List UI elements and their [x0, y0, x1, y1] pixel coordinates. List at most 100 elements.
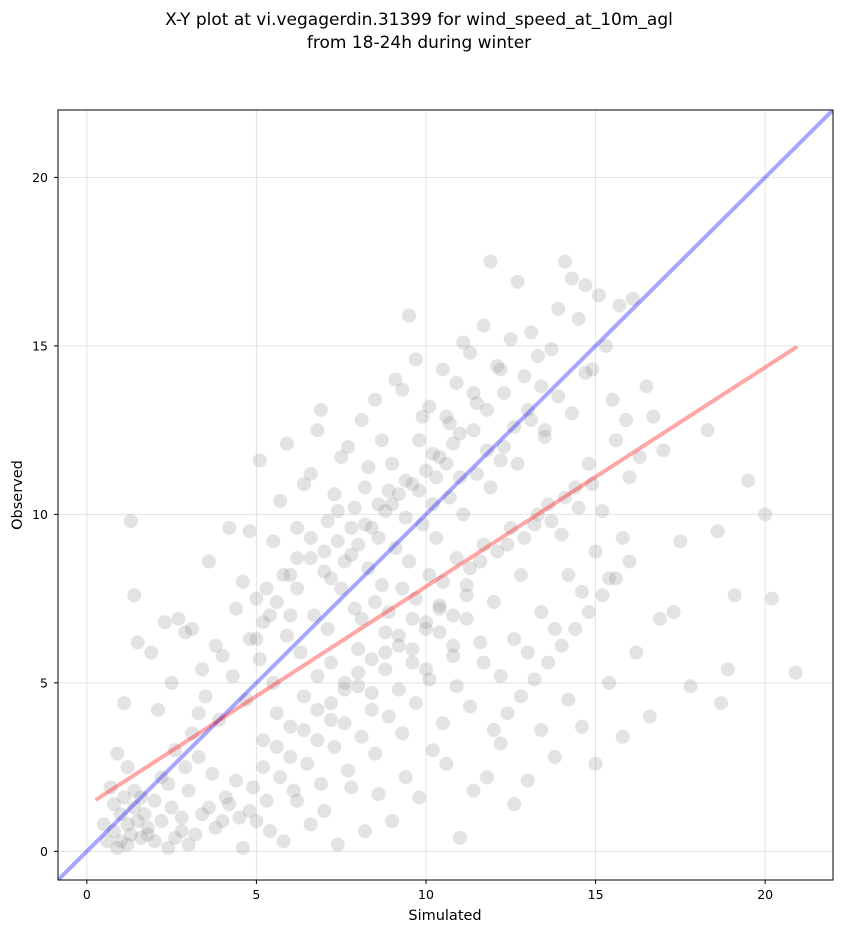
data-point [120, 837, 135, 852]
data-point [168, 830, 183, 845]
data-point [212, 712, 227, 727]
x-tick-label: 5 [252, 887, 260, 902]
data-point [402, 554, 417, 569]
data-point [296, 477, 311, 492]
data-point [303, 817, 318, 832]
data-point [310, 733, 325, 748]
data-point [113, 834, 128, 849]
data-point [222, 520, 237, 535]
data-point [480, 402, 495, 417]
data-point [161, 776, 176, 791]
data-point [303, 530, 318, 545]
data-point [595, 588, 610, 603]
data-point [391, 638, 406, 653]
data-point [178, 625, 193, 640]
data-point [249, 632, 264, 647]
data-point [537, 429, 552, 444]
data-point [398, 510, 413, 525]
data-point [452, 830, 467, 845]
data-point [259, 793, 274, 808]
data-point [439, 456, 454, 471]
plot-frame [57, 109, 834, 881]
data-point [327, 739, 342, 754]
data-point [469, 396, 484, 411]
data-point [269, 594, 284, 609]
data-point [493, 736, 508, 751]
data-point [266, 675, 281, 690]
data-point [191, 750, 206, 765]
data-point [229, 601, 244, 616]
data-point [381, 605, 396, 620]
data-point [347, 601, 362, 616]
data-point [388, 372, 403, 387]
data-point [391, 628, 406, 643]
data-point [500, 706, 515, 721]
x-tick-label: 10 [418, 887, 434, 902]
data-point [432, 450, 447, 465]
data-point [378, 662, 393, 677]
data-point [134, 830, 149, 845]
data-point [534, 605, 549, 620]
data-point [408, 696, 423, 711]
data-point [262, 824, 277, 839]
data-point [483, 254, 498, 269]
data-point [218, 790, 233, 805]
data-point [174, 810, 189, 825]
data-point [435, 574, 450, 589]
data-point [313, 776, 328, 791]
data-point [242, 632, 257, 647]
data-point [632, 450, 647, 465]
data-point [354, 413, 369, 428]
data-point [317, 564, 332, 579]
data-point [307, 608, 322, 623]
data-point [201, 554, 216, 569]
data-point [330, 837, 345, 852]
data-point [225, 669, 240, 684]
data-point [364, 652, 379, 667]
data-point [252, 652, 267, 667]
data-point [503, 332, 518, 347]
y-axis-label: Observed [10, 460, 26, 530]
data-point [422, 672, 437, 687]
data-point [317, 544, 332, 559]
data-point [364, 520, 379, 535]
data-point [513, 568, 528, 583]
data-point [432, 601, 447, 616]
data-point [415, 517, 430, 532]
data-point [161, 840, 176, 855]
data-point [507, 797, 522, 812]
data-point [368, 392, 383, 407]
data-point [324, 571, 339, 586]
data-point [473, 554, 488, 569]
data-point [402, 308, 417, 323]
data-point [429, 470, 444, 485]
data-point [140, 827, 155, 842]
data-point [120, 817, 135, 832]
data-point [334, 581, 349, 596]
data-point [476, 537, 491, 552]
data-point [544, 514, 559, 529]
y-tick-label: 20 [32, 170, 48, 185]
data-point [103, 780, 118, 795]
data-point [164, 800, 179, 815]
data-point [564, 406, 579, 421]
data-point [310, 702, 325, 717]
data-point [714, 696, 729, 711]
data-point [459, 578, 474, 593]
data-point [595, 504, 610, 519]
data-point [364, 685, 379, 700]
data-point [510, 456, 525, 471]
data-point [324, 696, 339, 711]
data-point [642, 709, 657, 724]
data-point [446, 608, 461, 623]
data-point [564, 271, 579, 286]
data-point [476, 318, 491, 333]
data-point [483, 480, 498, 495]
data-point [320, 514, 335, 529]
data-point [154, 770, 169, 785]
data-point [168, 743, 183, 758]
regression-line [95, 345, 798, 802]
data-point [357, 480, 372, 495]
data-point [615, 729, 630, 744]
data-point [391, 682, 406, 697]
